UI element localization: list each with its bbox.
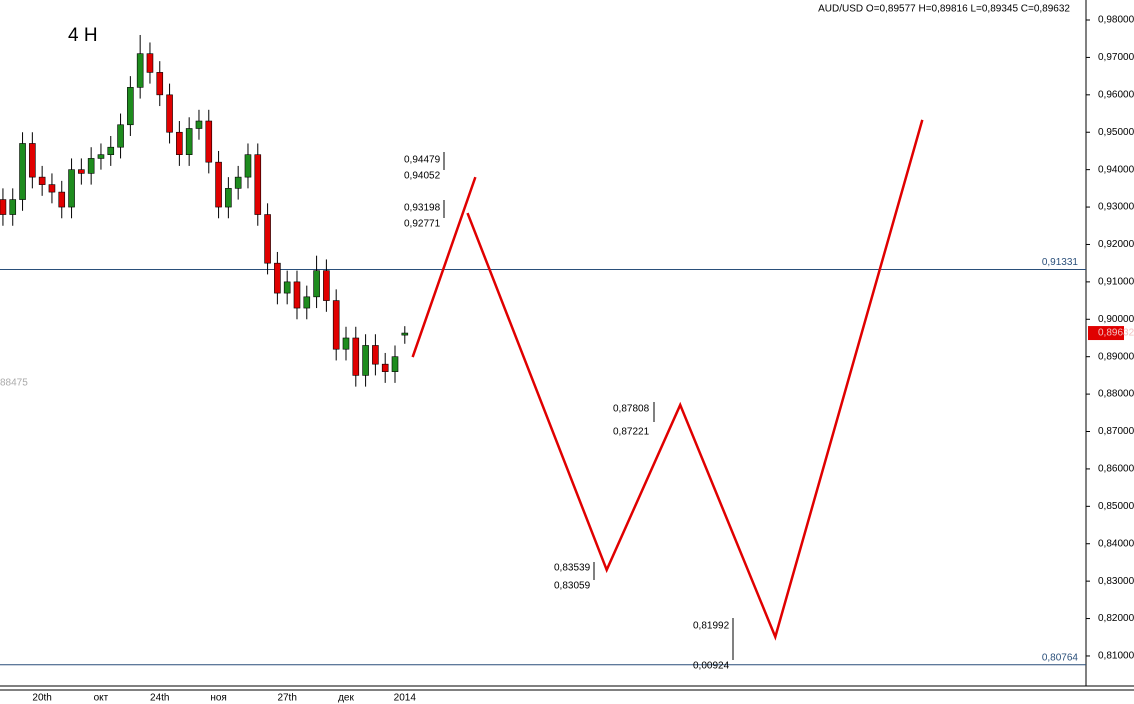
level-label: 0,80764: [1042, 652, 1079, 663]
x-tick-label: 27th: [277, 693, 296, 704]
candle-body: [78, 169, 85, 174]
y-tick-label: 0,87000: [1098, 426, 1134, 437]
annotation-label: 0,83059: [554, 581, 591, 592]
candle-body: [332, 300, 340, 350]
candle-body: [48, 184, 56, 193]
candle-body: [401, 332, 409, 336]
candle-body: [225, 188, 232, 208]
y-tick-label: 0,84000: [1098, 538, 1134, 549]
candle-body: [205, 120, 213, 163]
candle-body: [293, 281, 301, 309]
candle-body: [372, 345, 379, 365]
candle-body: [303, 296, 311, 309]
annotation-label: 0,92771: [404, 219, 441, 230]
candle-body: [391, 356, 399, 372]
candle-body: [274, 262, 281, 294]
x-tick-label: дек: [338, 693, 354, 704]
candle-body: [215, 161, 222, 208]
candle-body: [97, 154, 105, 159]
candle-body: [234, 176, 242, 189]
candle-body: [166, 94, 173, 133]
candle-body: [0, 199, 7, 215]
annotation-label: 0,81992: [693, 621, 730, 632]
y-tick-label: 0,85000: [1098, 501, 1134, 512]
y-tick-label: 0,81000: [1098, 651, 1134, 662]
candle-body: [107, 146, 115, 155]
candle-body: [117, 124, 124, 148]
last-price-box: [1088, 326, 1124, 341]
candle-body: [9, 199, 17, 215]
candle-body: [254, 154, 262, 215]
candle-body: [136, 53, 144, 88]
candle-body: [19, 143, 26, 200]
candle-body: [362, 345, 369, 376]
candle-body: [29, 143, 36, 178]
candle-body: [127, 87, 134, 126]
candle-body: [352, 337, 360, 376]
candle-body: [185, 128, 193, 155]
y-tick-label: 0,90000: [1098, 314, 1134, 325]
y-tick-label: 0,93000: [1098, 202, 1134, 213]
chart-title: AUD/USD O=0,89577 H=0,89816 L=0,89345 C=…: [818, 4, 1070, 15]
candle-body: [313, 270, 320, 298]
annotation-label: 0,93198: [404, 203, 441, 214]
y-tick-label: 0,98000: [1098, 15, 1134, 26]
y-tick-label: 0,89000: [1098, 351, 1134, 362]
level-label: 0,91331: [1042, 257, 1079, 268]
x-tick-label: 2014: [394, 693, 417, 704]
y-tick-label: 0,82000: [1098, 613, 1134, 624]
annotation-label: 0,94479: [404, 155, 441, 166]
y-tick-label: 0,95000: [1098, 127, 1134, 138]
annotation-label: 0,87808: [613, 404, 650, 415]
candle-body: [323, 270, 330, 301]
annotation-label: 0,83539: [554, 563, 591, 574]
y-tick-label: 0,88000: [1098, 389, 1134, 400]
forecast-line: [411, 176, 477, 358]
candle-body: [176, 131, 183, 155]
last-price-label: 0,89632: [1098, 328, 1134, 339]
annotation-label: 0,94052: [404, 171, 441, 182]
candle-body: [283, 281, 291, 294]
candle-body: [264, 214, 271, 264]
candle-body: [381, 363, 389, 372]
candle-body: [195, 120, 203, 129]
x-tick-label: ноя: [210, 693, 227, 704]
annotation-label: 0,87221: [613, 427, 650, 438]
y-tick-label: 0,86000: [1098, 464, 1134, 475]
candle-body: [87, 158, 95, 174]
candle-body: [58, 191, 66, 208]
candle-body: [146, 53, 154, 73]
annotation-label: 0,00924: [693, 661, 730, 672]
forecast-line: [466, 119, 924, 641]
candle-body: [244, 154, 252, 178]
candle-body: [342, 337, 350, 350]
candle-body: [156, 72, 164, 96]
timeframe: 4 H: [68, 25, 98, 46]
y-tick-label: 0,96000: [1098, 89, 1134, 100]
candle-body: [38, 176, 46, 185]
y-tick-label: 0,97000: [1098, 52, 1134, 63]
x-tick-label: 20th: [32, 693, 51, 704]
annotation-marks: [443, 152, 734, 660]
y-tick-label: 0,92000: [1098, 239, 1134, 250]
x-tick-label: 24th: [150, 693, 169, 704]
y-tick-label: 0,83000: [1098, 576, 1134, 587]
candle-body: [68, 169, 75, 208]
y-tick-label: 0,94000: [1098, 164, 1134, 175]
y-tick-label: 0,91000: [1098, 277, 1134, 288]
x-tick-label: окт: [94, 693, 109, 704]
left-label: 88475: [0, 378, 28, 389]
